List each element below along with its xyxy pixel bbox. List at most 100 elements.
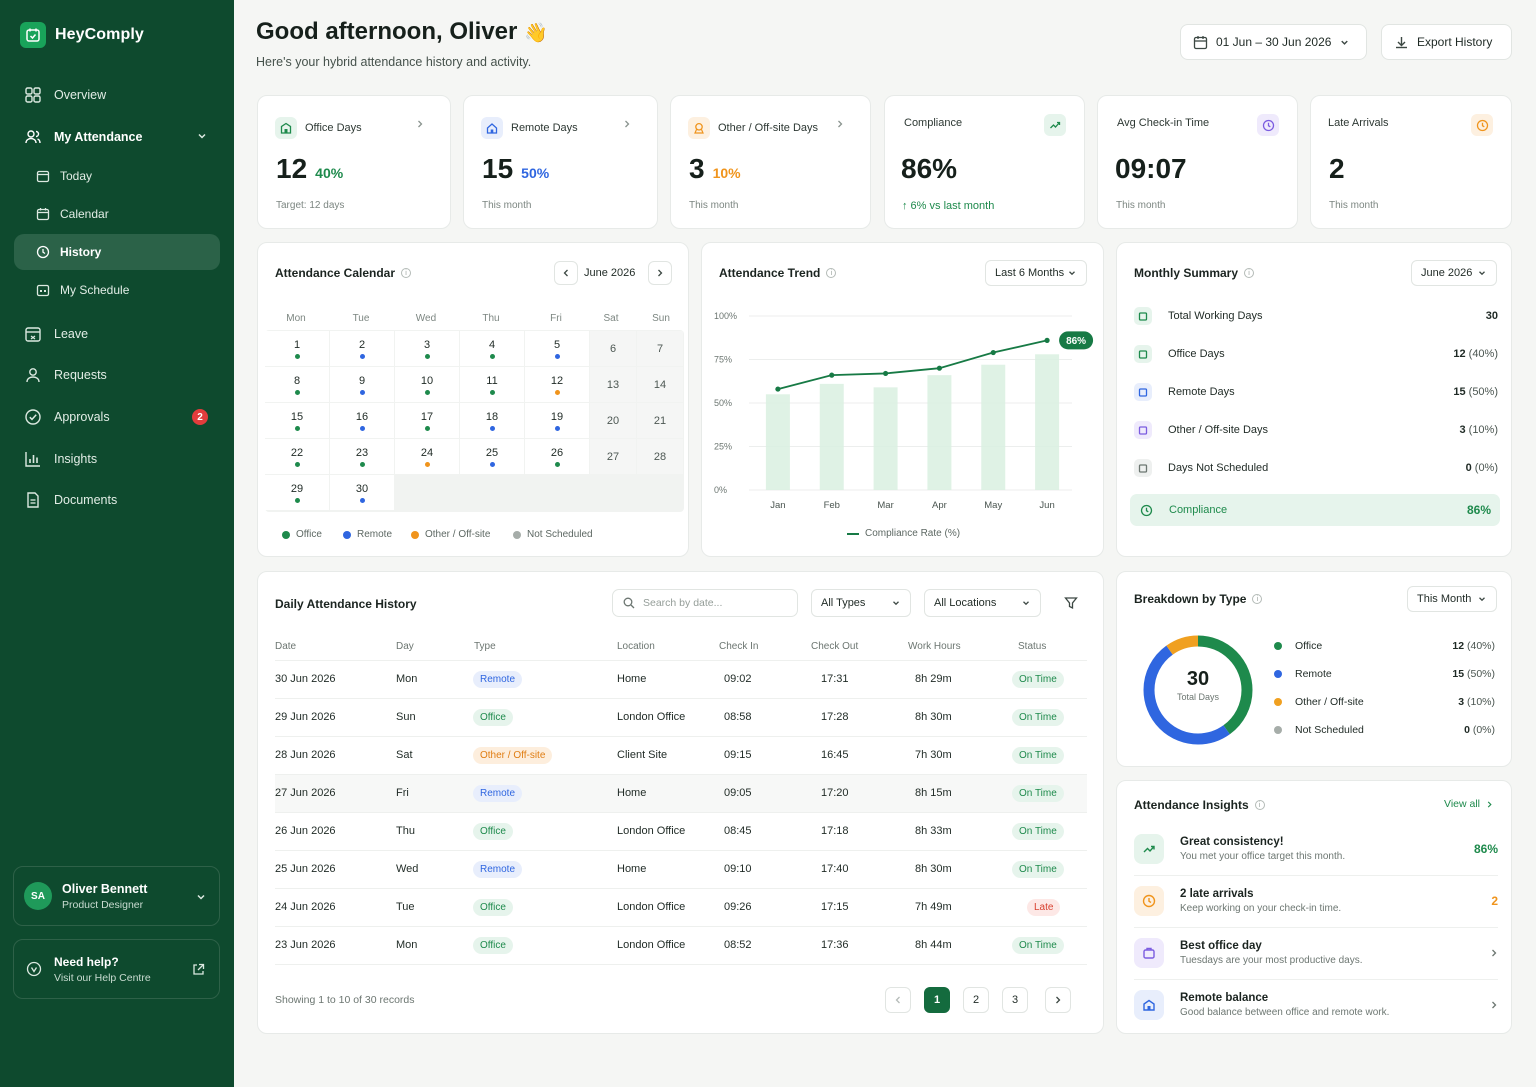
calendar-day[interactable]: 23 <box>330 439 394 474</box>
prev-page-button[interactable] <box>885 987 911 1013</box>
data-point[interactable] <box>990 349 996 356</box>
table-row[interactable] <box>275 775 1087 812</box>
next-month-button[interactable] <box>648 261 672 285</box>
filter-icon[interactable] <box>1064 596 1078 613</box>
calendar-day[interactable]: 11 <box>460 367 524 402</box>
stat-card-avg-check-in[interactable]: Avg Check-in Time 09:07 This month <box>1097 95 1298 229</box>
calendar-day[interactable]: 15 <box>265 403 329 438</box>
insight-item-consistency[interactable]: Great consistency! You met your office ta… <box>1134 824 1498 874</box>
sidebar-item-overview[interactable]: Overview <box>14 77 220 113</box>
brand[interactable]: HeyComply <box>20 22 144 48</box>
info-icon[interactable]: i <box>1252 594 1263 604</box>
sidebar-item-documents[interactable]: Documents <box>14 482 220 518</box>
sidebar-item-approvals[interactable]: Approvals 2 <box>14 399 220 435</box>
table-row[interactable] <box>275 661 1087 698</box>
table-row[interactable] <box>275 851 1087 888</box>
calendar-day[interactable]: 17 <box>395 403 459 438</box>
calendar-day[interactable]: 20 <box>590 403 636 438</box>
help-centre-card[interactable]: Need help? Visit our Help Centre <box>13 939 220 999</box>
calendar-day[interactable]: 5 <box>525 331 589 366</box>
column-header[interactable]: Check In <box>719 641 759 652</box>
calendar-day[interactable]: 2 <box>330 331 394 366</box>
trend-range-select[interactable]: Last 6 Months <box>985 260 1087 286</box>
calendar-day[interactable]: 8 <box>265 367 329 402</box>
info-icon[interactable]: i <box>401 268 412 278</box>
table-row[interactable] <box>275 737 1087 774</box>
date-range-picker[interactable]: 01 Jun – 30 Jun 2026 <box>1180 24 1367 60</box>
insight-item-late[interactable]: 2 late arrivals Keep working on your chec… <box>1134 876 1498 926</box>
calendar-day[interactable]: 25 <box>460 439 524 474</box>
type-filter-select[interactable]: All Types <box>811 589 911 617</box>
search-input[interactable]: Search by date... <box>612 589 798 617</box>
column-header[interactable]: Location <box>617 641 655 652</box>
location-filter-select[interactable]: All Locations <box>924 589 1041 617</box>
data-point[interactable] <box>775 386 781 392</box>
calendar-day[interactable]: 27 <box>590 439 636 474</box>
stat-card-other-days[interactable]: Other / Off-site Days 3 10% This month <box>670 95 871 229</box>
insight-item-best-day[interactable]: Best office day Tuesdays are your most pr… <box>1134 928 1498 978</box>
breakdown-period-select[interactable]: This Month <box>1407 586 1497 612</box>
calendar-day[interactable]: 12 <box>525 367 589 402</box>
export-history-button[interactable]: Export History <box>1381 24 1512 60</box>
column-header[interactable]: Date <box>275 641 297 652</box>
sidebar-item-history[interactable]: History <box>14 234 220 270</box>
page-button-2[interactable]: 2 <box>963 987 989 1013</box>
calendar-day[interactable]: 13 <box>590 367 636 402</box>
calendar-day[interactable]: 4 <box>460 331 524 366</box>
info-icon[interactable]: i <box>1244 268 1255 278</box>
user-profile-card[interactable]: SA Oliver Bennett Product Designer <box>13 866 220 926</box>
column-header[interactable]: Type <box>474 641 496 652</box>
table-row[interactable] <box>275 889 1087 926</box>
column-header[interactable]: Status <box>1018 641 1047 652</box>
sidebar-item-requests[interactable]: Requests <box>14 357 220 393</box>
donut-segment[interactable] <box>1143 635 1253 745</box>
calendar-day[interactable]: 28 <box>637 439 683 474</box>
stat-card-office-days[interactable]: Office Days 12 40% Target: 12 days <box>257 95 451 229</box>
stat-card-late-arrivals[interactable]: Late Arrivals 2 This month <box>1310 95 1512 229</box>
info-icon[interactable]: i <box>1254 800 1265 810</box>
data-point[interactable] <box>936 365 943 371</box>
calendar-day[interactable]: 22 <box>265 439 329 474</box>
page-button-3[interactable]: 3 <box>1002 987 1028 1013</box>
sidebar-item-today[interactable]: Today <box>14 158 220 194</box>
calendar-day[interactable]: 16 <box>330 403 394 438</box>
donut-segment[interactable] <box>1143 635 1253 745</box>
insight-item-remote-balance[interactable]: Remote balance Good balance between offic… <box>1134 980 1498 1030</box>
table-row[interactable] <box>275 813 1087 850</box>
column-header[interactable]: Day <box>396 641 414 652</box>
page-button-1[interactable]: 1 <box>924 987 950 1013</box>
calendar-day[interactable]: 24 <box>395 439 459 474</box>
calendar-day[interactable]: 9 <box>330 367 394 402</box>
stat-card-compliance[interactable]: Compliance 86% ↑ 6% vs last month <box>884 95 1085 229</box>
calendar-day[interactable]: 14 <box>637 367 683 402</box>
calendar-day[interactable]: 30 <box>330 475 394 510</box>
stat-card-remote-days[interactable]: Remote Days 15 50% This month <box>463 95 658 229</box>
calendar-day[interactable]: 26 <box>525 439 589 474</box>
calendar-day[interactable]: 21 <box>637 403 683 438</box>
sidebar-item-my-schedule[interactable]: My Schedule <box>14 272 220 308</box>
next-page-button[interactable] <box>1045 987 1071 1013</box>
table-row[interactable] <box>275 699 1087 736</box>
calendar-day[interactable]: 6 <box>590 331 636 366</box>
calendar-day[interactable]: 1 <box>265 331 329 366</box>
sidebar-item-insights[interactable]: Insights <box>14 441 220 477</box>
column-header[interactable]: Check Out <box>811 641 859 652</box>
table-row[interactable] <box>275 927 1087 964</box>
calendar-day[interactable]: 10 <box>395 367 459 402</box>
data-point[interactable] <box>829 372 835 378</box>
data-point[interactable] <box>1044 337 1050 343</box>
calendar-day[interactable]: 7 <box>637 331 683 366</box>
sidebar-item-calendar[interactable]: Calendar <box>14 196 220 232</box>
prev-month-button[interactable] <box>554 261 578 285</box>
calendar-day[interactable]: 29 <box>265 475 329 510</box>
summary-month-select[interactable]: June 2026 <box>1411 260 1497 286</box>
column-header[interactable]: Work Hours <box>908 641 961 652</box>
info-icon[interactable]: i <box>826 268 837 278</box>
calendar-day[interactable]: 18 <box>460 403 524 438</box>
calendar-day[interactable]: 3 <box>395 331 459 366</box>
data-point[interactable] <box>882 370 889 377</box>
sidebar-item-leave[interactable]: Leave <box>14 316 220 352</box>
view-all-link[interactable]: View all <box>1444 798 1493 810</box>
calendar-day[interactable]: 19 <box>525 403 589 438</box>
sidebar-item-my-attendance[interactable]: My Attendance <box>14 119 220 155</box>
